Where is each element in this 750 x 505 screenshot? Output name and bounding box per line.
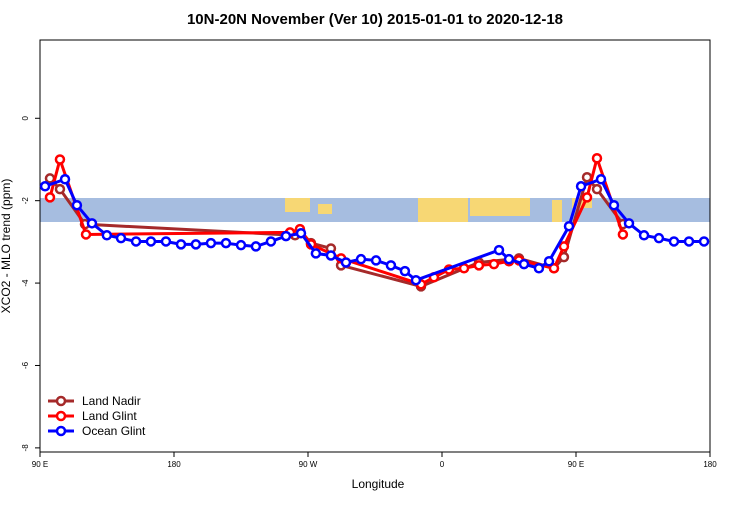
data-point xyxy=(101,230,113,241)
data-point xyxy=(54,183,66,195)
data-point xyxy=(683,236,695,247)
data-point xyxy=(563,220,575,232)
data-point xyxy=(668,236,680,247)
data-point xyxy=(638,230,650,241)
y-axis-label: XCO2 - MLO trend (ppm) xyxy=(0,179,13,314)
x-tick-label: 90 E xyxy=(568,460,584,469)
legend-label: Ocean Glint xyxy=(82,424,146,438)
data-point xyxy=(190,239,202,250)
x-tick-label: 90 E xyxy=(32,460,48,469)
series-line xyxy=(48,174,625,288)
data-point xyxy=(591,152,603,164)
data-point xyxy=(581,192,593,203)
data-point xyxy=(39,181,51,192)
data-point xyxy=(518,258,530,270)
data-point xyxy=(558,241,570,252)
data-point xyxy=(623,218,635,229)
data-point xyxy=(608,199,620,211)
data-point xyxy=(115,232,127,244)
y-tick-label: -4 xyxy=(21,279,30,287)
data-point xyxy=(595,174,607,185)
data-point xyxy=(250,241,262,252)
x-axis-label: Longitude xyxy=(352,477,405,491)
x-tick-label: 90 W xyxy=(299,460,318,469)
legend-marker xyxy=(55,395,67,407)
chart-title: 10N-20N November (Ver 10) 2015-01-01 to … xyxy=(187,11,563,28)
legend-label: Land Nadir xyxy=(82,394,141,408)
legend-marker xyxy=(55,425,67,437)
data-point xyxy=(175,239,187,250)
legend-marker xyxy=(55,410,67,422)
data-point xyxy=(310,248,322,259)
x-tick-label: 0 xyxy=(440,460,445,469)
data-point xyxy=(548,262,560,274)
data-point xyxy=(220,237,232,249)
data-point xyxy=(458,262,470,274)
data-point xyxy=(533,262,545,274)
y-tick-label: 0 xyxy=(21,116,30,121)
y-tick-label: -8 xyxy=(21,444,30,452)
data-point xyxy=(410,274,422,286)
data-point xyxy=(295,227,307,239)
data-point xyxy=(399,265,411,277)
data-point xyxy=(205,237,217,249)
data-point xyxy=(575,181,587,192)
data-point xyxy=(340,257,352,268)
data-point xyxy=(698,236,710,247)
data-point xyxy=(355,253,367,265)
data-point xyxy=(503,253,515,265)
data-point xyxy=(280,230,292,242)
data-point xyxy=(235,239,247,251)
y-tick-label: -2 xyxy=(21,197,30,205)
data-point xyxy=(591,183,603,195)
data-point xyxy=(44,192,56,203)
data-point xyxy=(71,199,83,211)
data-point xyxy=(493,244,505,256)
data-point xyxy=(653,232,665,244)
data-point xyxy=(54,154,66,165)
data-point xyxy=(265,236,277,247)
x-tick-label: 180 xyxy=(167,460,181,469)
y-tick-label: -6 xyxy=(21,361,30,369)
data-point xyxy=(385,260,397,271)
plot-frame xyxy=(39,39,711,453)
data-point xyxy=(543,255,555,267)
data-point xyxy=(581,171,593,183)
x-tick-label: 180 xyxy=(703,460,717,469)
data-point xyxy=(325,250,337,261)
data-point xyxy=(59,174,71,185)
data-point xyxy=(86,218,98,229)
data-point xyxy=(617,229,629,240)
data-point xyxy=(130,236,142,247)
data-point xyxy=(145,236,157,247)
legend-label: Land Glint xyxy=(82,409,137,423)
data-point xyxy=(80,229,92,240)
data-point xyxy=(160,236,172,247)
data-point xyxy=(473,260,485,271)
map-strip xyxy=(40,198,710,222)
data-point xyxy=(370,255,382,266)
data-point xyxy=(488,258,500,270)
